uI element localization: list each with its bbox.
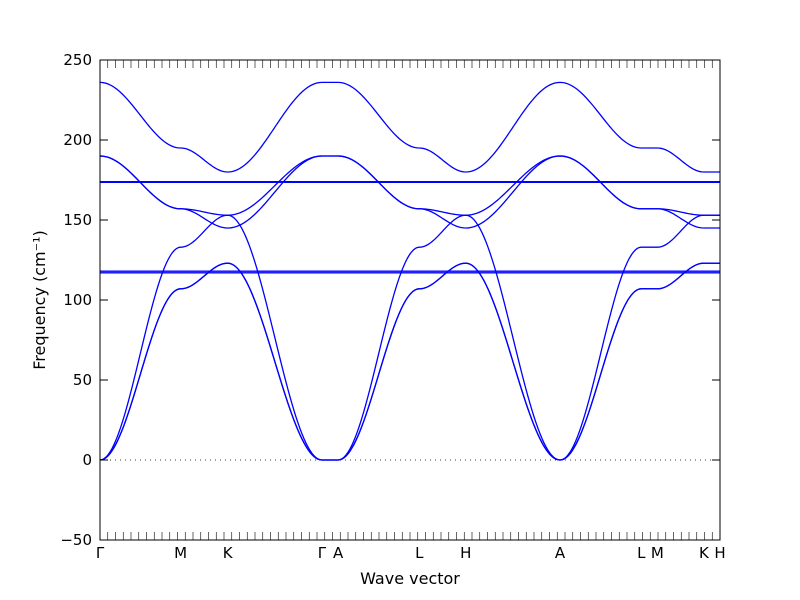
x-tick-label: L [415,544,424,562]
y-tick-label: 100 [63,291,92,309]
x-tick-label: A [333,544,344,562]
y-tick-label: 50 [73,371,92,389]
band-line-0 [99,81,720,173]
band-line-2 [99,155,720,216]
x-axis-title: Wave vector [360,569,460,588]
x-tick-label: A [555,544,566,562]
y-tick-label: 250 [63,51,92,69]
x-tick-label: K [223,544,234,562]
y-tick-label: 200 [63,131,92,149]
y-axis: −50 0 50 100 150 200 250 [60,51,720,549]
y-tick-label: 150 [63,211,92,229]
x-tick-label: Γ [318,544,327,562]
band-lines [99,81,720,461]
x-tick-label: K [699,544,710,562]
y-tick-label: 0 [82,451,92,469]
y-axis-title: Frequency (cm⁻¹) [30,230,49,369]
band-line-7 [99,262,720,461]
minor-ticks [99,60,721,540]
x-tick-label: H [714,544,725,562]
x-tick-label: L [637,544,646,562]
x-tick-label: M [651,544,664,562]
band-line-5 [99,214,720,461]
plot-area [100,60,720,540]
x-tick-label: H [460,544,471,562]
x-tick-label: M [174,544,187,562]
y-tick-label: −50 [60,531,92,549]
x-tick-label: Γ [96,544,105,562]
